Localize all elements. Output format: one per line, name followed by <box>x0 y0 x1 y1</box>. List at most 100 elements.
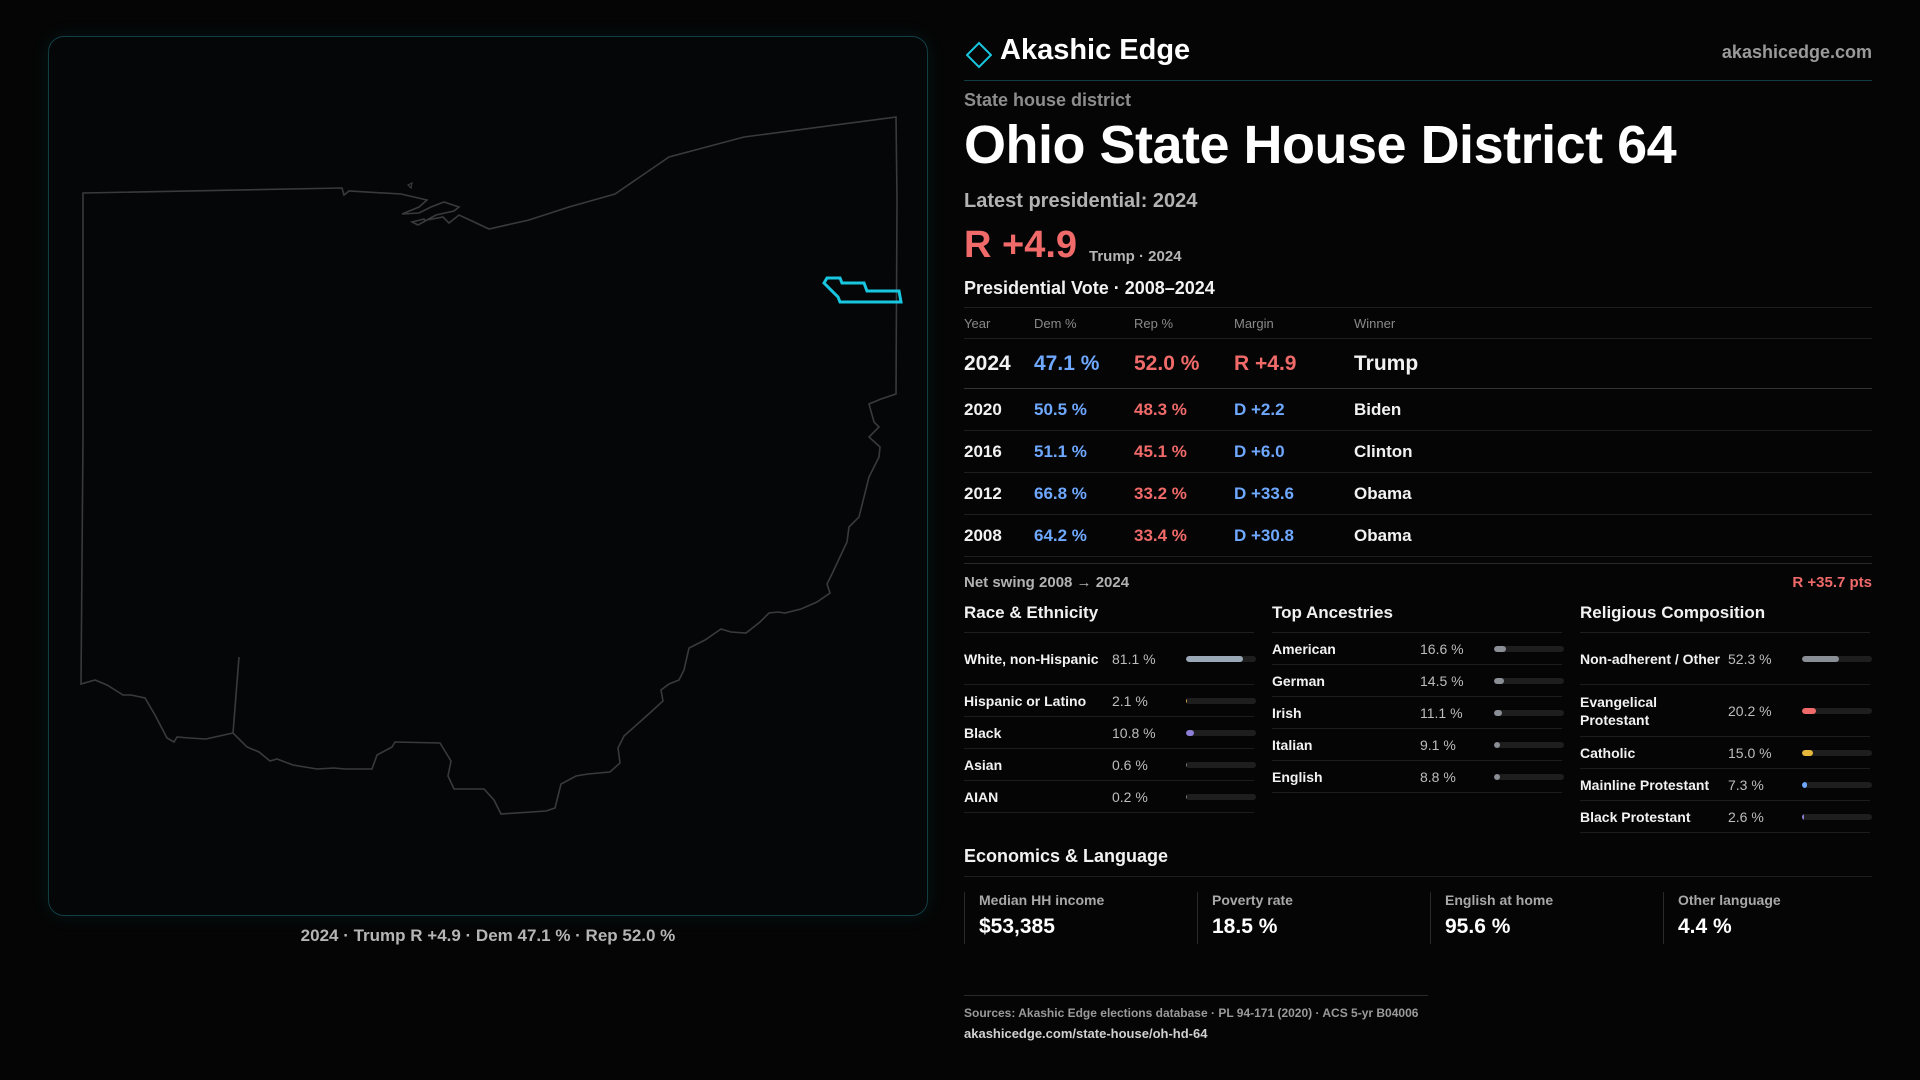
list-item: Italian 9.1 % <box>1272 729 1564 761</box>
net-swing-value: R +35.7 pts <box>1792 574 1872 591</box>
share-bar-fill <box>1494 677 1505 684</box>
ohio-island <box>406 181 413 190</box>
share-bar <box>1186 655 1256 662</box>
net-swing: Net swing 2008 → 2024 R +35.7 pts <box>964 563 1872 594</box>
page-url-link[interactable]: akashicedge.com/state-house/oh-hd-64 <box>964 1026 1208 1041</box>
share-bar-fill <box>1494 741 1501 748</box>
share-bar-fill <box>1186 729 1194 736</box>
item-label: White, non-Hispanic <box>964 650 1099 667</box>
share-bar-fill <box>1186 761 1188 768</box>
brand-url[interactable]: akashicedge.com <box>1721 42 1872 62</box>
item-pct: 16.6 % <box>1420 640 1464 657</box>
table-row: 2016 51.1 % 45.1 % D +6.0 Clinton <box>964 430 1872 473</box>
item-pct: 81.1 % <box>1112 650 1156 667</box>
item-pct: 15.0 % <box>1728 744 1772 761</box>
ohio-county-line <box>232 656 240 734</box>
religion-title: Religious Composition <box>1580 603 1870 633</box>
col-dem: Dem % <box>1034 307 1134 339</box>
rep-cell: 33.4 % <box>1134 514 1234 557</box>
stat-value: 18.5 % <box>1212 915 1278 938</box>
item-label: Irish <box>1272 704 1302 721</box>
margin-cell: D +6.0 <box>1234 430 1354 473</box>
table-row: 2008 64.2 % 33.4 % D +30.8 Obama <box>964 514 1872 557</box>
ancestries-title: Top Ancestries <box>1272 603 1562 633</box>
stat-label: English at home <box>1445 892 1554 908</box>
stat-label: Other language <box>1678 892 1781 908</box>
rep-cell: 48.3 % <box>1134 388 1234 431</box>
footer: Sources: Akashic Edge elections database… <box>964 995 1428 1041</box>
share-bar <box>1802 781 1872 788</box>
share-bar-fill <box>1802 781 1808 788</box>
item-pct: 2.6 % <box>1728 808 1764 825</box>
page-title: Ohio State House District 64 <box>964 115 1677 175</box>
item-label: AIAN <box>964 788 999 805</box>
latest-margin: R +4.9 <box>964 224 1078 266</box>
share-bar-fill <box>1494 645 1506 652</box>
item-pct: 8.8 % <box>1420 768 1456 785</box>
item-label: English <box>1272 768 1323 785</box>
list-item: Black Protestant 2.6 % <box>1580 801 1872 833</box>
list-item: Asian 0.6 % <box>964 749 1256 781</box>
dem-cell: 47.1 % <box>1034 338 1134 389</box>
item-label: Italian <box>1272 736 1313 753</box>
share-bar <box>1802 707 1872 714</box>
item-label: Hispanic or Latino <box>964 692 1087 709</box>
margin-cell: D +30.8 <box>1234 514 1354 557</box>
winner-cell: Obama <box>1354 472 1872 515</box>
share-bar <box>1494 773 1564 780</box>
share-bar-fill <box>1494 773 1501 780</box>
margin-cell: D +2.2 <box>1234 388 1354 431</box>
item-pct: 14.5 % <box>1420 672 1464 689</box>
margin-cell: R +4.9 <box>1234 338 1354 389</box>
share-bar <box>1186 697 1256 704</box>
year-cell: 2024 <box>964 338 1034 389</box>
district-map[interactable] <box>48 36 928 916</box>
col-year: Year <box>964 307 1034 339</box>
share-bar-fill <box>1802 813 1804 820</box>
list-item: Black 10.8 % <box>964 717 1256 749</box>
ohio-map <box>80 116 903 815</box>
share-bar-fill <box>1802 749 1813 756</box>
ancestries-panel: Top Ancestries American 16.6 % German 14… <box>1272 603 1564 793</box>
stat-label: Median HH income <box>979 892 1105 908</box>
list-item: Non-adherent / Other 52.3 % <box>1580 633 1872 685</box>
list-item: Evangelical Protestant 20.2 % <box>1580 685 1872 737</box>
list-item: American 16.6 % <box>1272 633 1564 665</box>
item-pct: 11.1 % <box>1420 704 1463 721</box>
item-pct: 7.3 % <box>1728 776 1764 793</box>
stat-english-at-home: English at home 95.6 % <box>1430 892 1650 944</box>
winner-cell: Trump <box>1354 338 1872 389</box>
share-bar <box>1494 677 1564 684</box>
winner-cell: Clinton <box>1354 430 1872 473</box>
rep-cell: 52.0 % <box>1134 338 1234 389</box>
share-bar <box>1494 645 1564 652</box>
rep-cell: 33.2 % <box>1134 472 1234 515</box>
share-bar-fill <box>1494 709 1502 716</box>
item-pct: 10.8 % <box>1112 724 1156 741</box>
col-margin: Margin <box>1234 307 1354 339</box>
dem-cell: 66.8 % <box>1034 472 1134 515</box>
share-bar <box>1802 813 1872 820</box>
item-pct: 0.2 % <box>1112 788 1148 805</box>
winner-cell: Biden <box>1354 388 1872 431</box>
share-bar-fill <box>1802 655 1839 662</box>
latest-winner: Trump · 2024 <box>1089 248 1182 265</box>
district-64-highlight[interactable] <box>822 276 903 304</box>
diamond-logo-icon <box>966 41 992 69</box>
list-item: English 8.8 % <box>1272 761 1564 793</box>
item-label: Black Protestant <box>1580 808 1691 825</box>
share-bar-fill <box>1186 655 1243 662</box>
vote-table: Year Dem % Rep % Margin Winner 2024 47.1… <box>964 307 1872 557</box>
list-item: AIAN 0.2 % <box>964 781 1256 813</box>
header: Akashic Edge akashicedge.com <box>964 30 1872 81</box>
col-rep: Rep % <box>1134 307 1234 339</box>
item-label: Non-adherent / Other <box>1580 650 1721 667</box>
list-item: Hispanic or Latino 2.1 % <box>964 685 1256 717</box>
item-label: American <box>1272 640 1336 657</box>
stat-value: $53,385 <box>979 915 1055 938</box>
stat-value: 95.6 % <box>1445 915 1511 938</box>
year-cell: 2016 <box>964 430 1034 473</box>
sources-text: Sources: Akashic Edge elections database… <box>964 1006 1419 1020</box>
ohio-state-outline <box>80 116 898 815</box>
col-winner: Winner <box>1354 307 1872 339</box>
